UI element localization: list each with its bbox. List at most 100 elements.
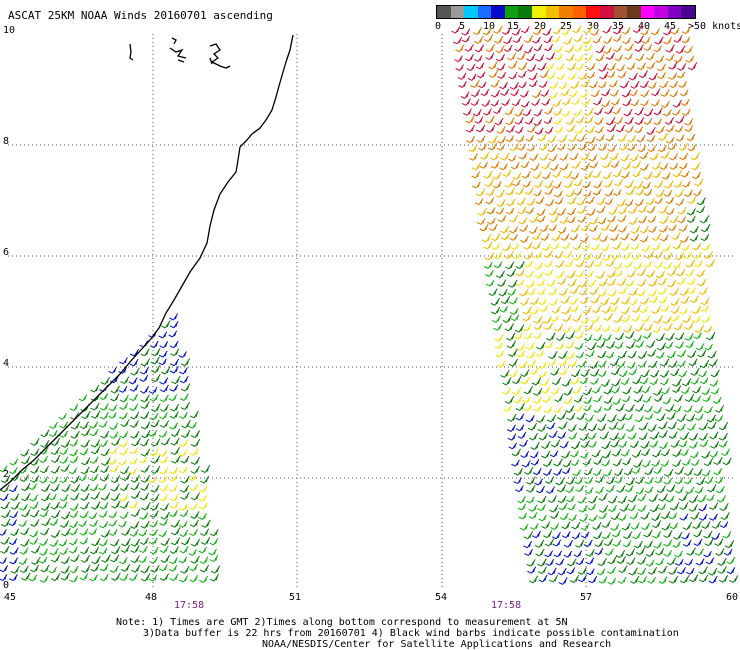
wind-barb bbox=[610, 512, 621, 521]
wind-barb bbox=[596, 206, 606, 214]
wind-barb bbox=[78, 394, 88, 402]
wind-barb bbox=[49, 539, 59, 547]
wind-barb bbox=[717, 557, 727, 566]
wind-barb bbox=[523, 332, 533, 340]
wind-barb bbox=[567, 278, 577, 287]
wind-barb bbox=[620, 296, 631, 305]
wind-barb bbox=[169, 411, 179, 419]
wind-barb bbox=[671, 232, 681, 241]
wind-barb bbox=[453, 36, 463, 45]
wind-barb bbox=[580, 235, 589, 243]
wind-barb bbox=[528, 80, 538, 88]
wind-barb bbox=[110, 538, 120, 547]
wind-barb bbox=[545, 63, 555, 70]
wind-barb bbox=[668, 72, 678, 80]
wind-barb bbox=[629, 89, 638, 97]
wind-barb bbox=[520, 100, 530, 108]
wind-barb bbox=[149, 448, 159, 457]
wind-barb bbox=[510, 314, 520, 322]
wind-barb bbox=[566, 207, 577, 216]
wind-barb bbox=[546, 414, 557, 423]
wind-barb bbox=[567, 503, 576, 511]
wind-barb bbox=[706, 494, 715, 502]
wind-barb bbox=[541, 386, 551, 394]
wind-barb bbox=[8, 485, 18, 493]
wind-barb bbox=[158, 358, 167, 366]
wind-barb bbox=[680, 170, 690, 178]
wind-barb bbox=[612, 539, 622, 547]
wind-barb bbox=[493, 323, 503, 331]
wind-barb bbox=[581, 243, 591, 251]
wind-barb bbox=[543, 458, 553, 467]
wind-barb bbox=[497, 136, 507, 144]
wind-barb bbox=[605, 485, 615, 493]
wind-barb bbox=[658, 430, 668, 439]
wind-barb bbox=[596, 414, 607, 423]
wind-barb bbox=[50, 529, 61, 538]
wind-barb bbox=[729, 575, 739, 583]
colorbar-swatch bbox=[477, 6, 492, 18]
wind-barb bbox=[188, 549, 197, 556]
wind-barb bbox=[119, 431, 129, 439]
wind-barb bbox=[20, 456, 31, 465]
colorbar-swatch bbox=[667, 6, 682, 18]
wind-barb bbox=[643, 332, 652, 339]
wind-barb bbox=[612, 397, 622, 405]
wind-barb bbox=[641, 37, 651, 44]
wind-barb bbox=[119, 573, 129, 582]
wind-barb bbox=[645, 549, 656, 557]
wind-barb bbox=[618, 206, 628, 215]
wind-barb bbox=[607, 278, 617, 287]
wind-barb bbox=[692, 520, 702, 530]
wind-barb bbox=[693, 260, 703, 268]
wind-barb bbox=[651, 88, 661, 97]
wind-barb bbox=[654, 36, 664, 45]
wind-barb bbox=[692, 386, 702, 394]
wind-barb bbox=[622, 395, 631, 403]
wind-barb bbox=[521, 460, 531, 468]
wind-barb bbox=[0, 465, 8, 473]
wind-barb bbox=[705, 557, 715, 565]
wind-barb bbox=[544, 538, 555, 547]
wind-barb bbox=[605, 117, 616, 126]
wind-barb bbox=[120, 563, 131, 572]
wind-barb bbox=[511, 98, 521, 107]
wind-barb bbox=[631, 160, 642, 169]
wind-barb bbox=[171, 375, 181, 385]
wind-barb bbox=[580, 451, 589, 459]
wind-barb bbox=[590, 89, 600, 98]
x-tick-label: 45 bbox=[4, 592, 17, 603]
wind-barb bbox=[88, 528, 98, 536]
wind-barb bbox=[684, 467, 694, 476]
wind-barb bbox=[517, 503, 527, 511]
wind-barb bbox=[180, 475, 190, 484]
y-tick-label: 4 bbox=[3, 358, 10, 369]
wind-barb bbox=[149, 556, 159, 564]
wind-barb bbox=[567, 196, 577, 205]
wind-barb bbox=[667, 280, 677, 288]
wind-barb bbox=[547, 495, 558, 504]
wind-barb bbox=[495, 207, 505, 215]
wind-barb bbox=[611, 252, 621, 260]
wind-barb bbox=[21, 493, 31, 502]
wind-barb bbox=[598, 143, 608, 151]
wind-barb bbox=[524, 187, 534, 195]
wind-barb bbox=[550, 522, 560, 530]
wind-barb bbox=[491, 315, 501, 323]
wind-barb bbox=[508, 154, 517, 162]
wind-barb bbox=[697, 349, 707, 358]
wind-barb bbox=[591, 304, 602, 314]
wind-barb bbox=[28, 483, 37, 491]
wind-barb bbox=[589, 286, 599, 295]
wind-barb bbox=[718, 432, 729, 441]
wind-barb bbox=[575, 115, 585, 124]
wind-barb bbox=[619, 503, 630, 512]
wind-barb bbox=[657, 144, 667, 153]
wind-barb bbox=[600, 222, 611, 232]
wind-barb bbox=[590, 28, 600, 36]
wind-barb bbox=[684, 125, 694, 132]
wind-barb bbox=[553, 406, 562, 414]
wind-barb bbox=[567, 62, 577, 71]
wind-barb bbox=[543, 250, 553, 258]
wind-barb bbox=[170, 428, 181, 437]
